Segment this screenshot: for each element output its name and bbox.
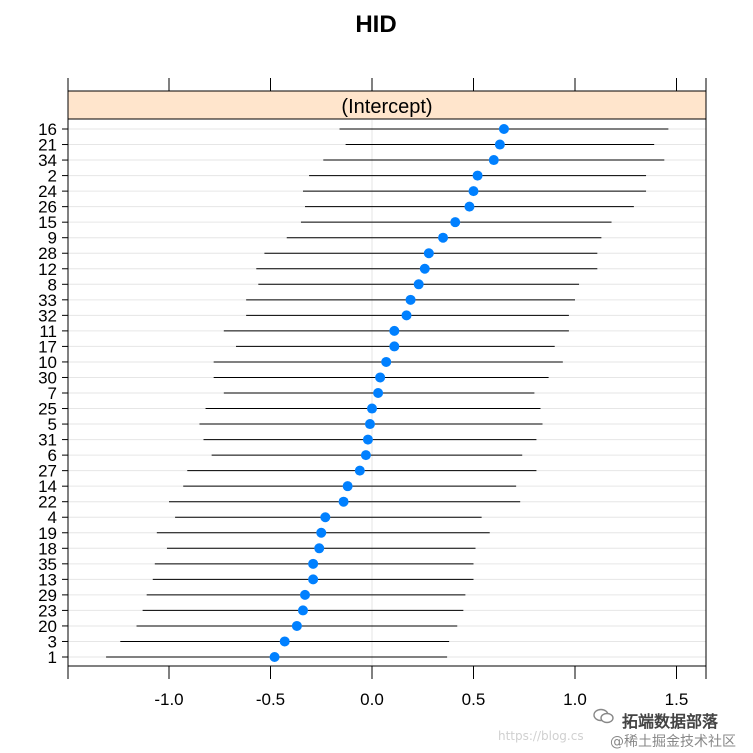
y-tick-label: 24 — [38, 182, 57, 201]
y-tick-label: 4 — [48, 508, 57, 527]
estimate-point — [316, 527, 327, 538]
y-tick-label: 35 — [38, 555, 57, 574]
y-tick-label: 7 — [48, 384, 57, 403]
estimate-point — [381, 356, 392, 367]
y-tick-label: 22 — [38, 493, 57, 512]
estimate-point — [373, 388, 384, 398]
estimate-point — [300, 589, 311, 600]
estimate-point — [291, 620, 302, 631]
y-tick-label: 12 — [38, 260, 57, 279]
y-tick-label: 5 — [48, 415, 57, 434]
y-tick-label: 18 — [38, 539, 57, 558]
estimate-point — [279, 636, 290, 647]
estimate-point — [338, 496, 349, 507]
strip-label: (Intercept) — [341, 96, 432, 118]
y-tick-label: 21 — [38, 136, 57, 155]
y-tick-label: 13 — [38, 570, 57, 589]
estimate-point — [438, 232, 449, 243]
y-tick-label: 17 — [38, 337, 57, 356]
estimate-point — [364, 419, 375, 430]
y-tick-label: 29 — [38, 586, 57, 605]
panel-border — [67, 90, 707, 667]
y-tick-label: 20 — [38, 617, 57, 636]
y-tick-label: 25 — [38, 400, 57, 419]
x-tick-label: 0.5 — [462, 690, 486, 709]
y-tick-label: 6 — [48, 446, 57, 465]
watermark-platform: @稀土掘金技术社区 — [610, 734, 736, 750]
x-tick-label: -0.5 — [256, 690, 285, 709]
estimate-point — [362, 434, 373, 445]
y-tick-label: 14 — [38, 477, 57, 496]
y-tick-label: 23 — [38, 601, 57, 620]
estimate-point — [389, 341, 400, 352]
y-tick-label: 27 — [38, 462, 57, 481]
estimate-point — [360, 450, 371, 461]
y-tick-label: 31 — [38, 431, 57, 450]
y-tick-label: 28 — [38, 244, 57, 263]
estimate-point — [401, 310, 412, 321]
estimate-point — [354, 465, 365, 476]
estimate-point — [389, 325, 400, 336]
estimate-point — [472, 170, 483, 181]
watermark-url: https://blog.cs — [498, 729, 584, 743]
y-tick-label: 3 — [48, 632, 57, 651]
estimate-point — [367, 403, 377, 414]
estimate-point — [269, 652, 280, 662]
estimate-point — [468, 186, 479, 197]
x-axis: -1.0 -0.5 0.0 0.5 1.0 1.5 — [67, 78, 707, 709]
y-tick-label: 15 — [38, 213, 57, 232]
x-tick-label: 1.5 — [665, 690, 689, 709]
y-tick-label: 2 — [48, 167, 57, 186]
y-tick-label: 10 — [38, 353, 57, 372]
x-tick-label: -1.0 — [154, 690, 183, 709]
estimate-point — [450, 217, 461, 228]
estimate-point — [423, 248, 434, 259]
chart-title: HID — [355, 11, 396, 38]
y-tick-label: 19 — [38, 524, 57, 543]
y-tick-label: 32 — [38, 306, 57, 325]
x-tick-label: 0.0 — [360, 690, 384, 709]
estimate-point — [419, 263, 430, 274]
y-tick-label: 8 — [48, 275, 57, 294]
y-tick-label: 33 — [38, 291, 57, 310]
estimate-point — [405, 294, 416, 305]
estimate-point — [314, 543, 325, 554]
y-tick-label: 16 — [38, 120, 57, 139]
estimate-point — [320, 512, 331, 523]
estimate-point — [494, 139, 505, 150]
y-tick-label: 11 — [39, 322, 57, 341]
estimate-point — [413, 279, 424, 290]
estimate-point — [488, 155, 499, 166]
y-tick-label: 1 — [48, 648, 57, 667]
estimate-point — [297, 605, 308, 616]
estimate-point — [308, 574, 319, 585]
plot-panel — [68, 120, 706, 666]
x-tick-label: 1.0 — [563, 690, 587, 709]
y-tick-label: 26 — [38, 198, 57, 217]
estimate-point — [464, 201, 475, 212]
wechat-icon — [593, 708, 614, 724]
y-tick-label: 30 — [38, 368, 57, 387]
estimate-point — [498, 124, 509, 134]
estimate-point — [375, 372, 386, 383]
watermark-brand: 拓端数据部落 — [622, 712, 719, 731]
y-axis-labels: 1621342242615928128333211171030725531627… — [38, 120, 68, 667]
estimate-point — [342, 481, 353, 492]
estimate-point — [308, 558, 319, 569]
y-tick-label: 9 — [48, 229, 57, 248]
y-tick-label: 34 — [38, 151, 57, 170]
